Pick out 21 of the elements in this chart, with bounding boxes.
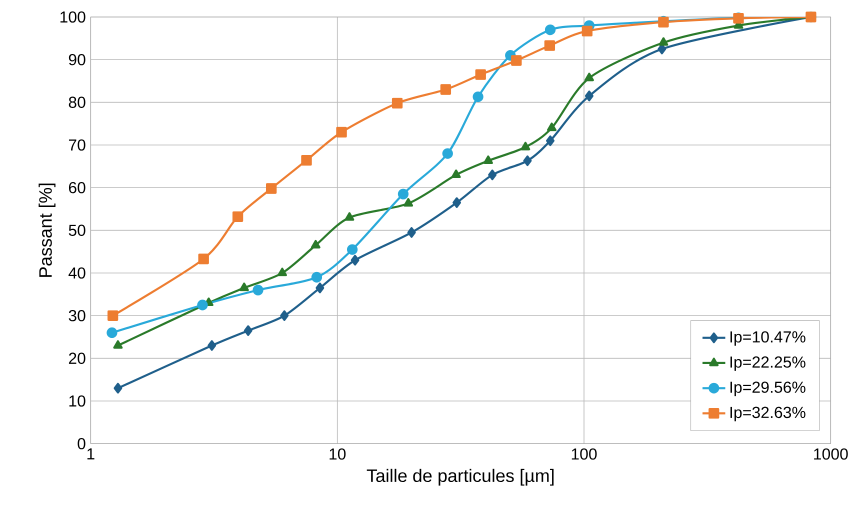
x-axis-title: Taille de particules [µm] (366, 468, 554, 486)
y-tick-label: 100 (60, 11, 86, 23)
legend-label: Ip=10.47% (730, 331, 806, 346)
y-tick-label: 90 (68, 54, 86, 66)
x-tick-label: 1 (87, 448, 94, 460)
y-tick-label: 50 (68, 224, 86, 236)
y-tick-label: 40 (68, 267, 86, 279)
y-axis-title: Passant [%] (38, 184, 56, 277)
y-tick-label: 80 (68, 96, 86, 108)
x-tick-label: 100 (572, 448, 597, 460)
y-tick-label: 10 (69, 395, 86, 407)
legend-label: Ip=22.25% (730, 356, 806, 371)
y-tick-label: 20 (68, 352, 86, 364)
y-tick-label: 70 (68, 139, 86, 151)
legend-label: Ip=32.63% (730, 406, 806, 422)
legend-label: Ip=29.56% (730, 382, 806, 396)
y-tick-label: 0 (78, 438, 86, 450)
x-tick-label: 10 (330, 448, 346, 460)
y-tick-label: 30 (68, 310, 86, 322)
x-tick-label: 1000 (814, 448, 848, 460)
y-tick-label: 60 (68, 182, 86, 194)
